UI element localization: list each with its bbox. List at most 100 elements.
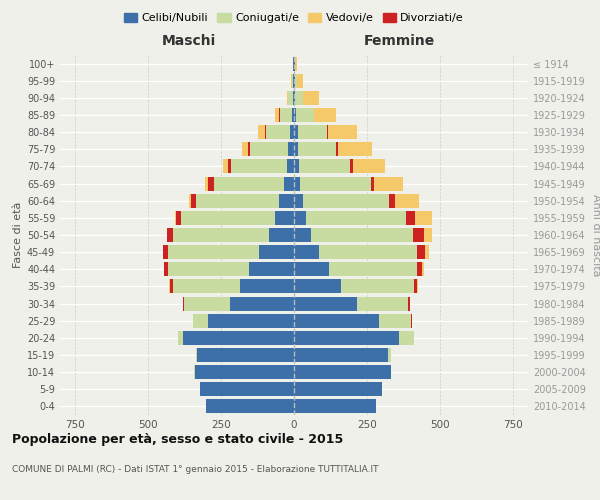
Bar	[294, 142, 298, 156]
Bar	[266, 125, 290, 139]
Bar	[173, 280, 240, 293]
Bar	[294, 262, 329, 276]
Bar	[214, 176, 284, 190]
Bar	[311, 228, 413, 242]
Bar	[178, 331, 183, 345]
Bar	[293, 91, 294, 105]
Text: Femmine: Femmine	[364, 34, 435, 48]
Bar	[208, 314, 294, 328]
Bar	[294, 228, 311, 242]
Bar	[181, 211, 275, 225]
Bar	[284, 176, 294, 190]
Bar	[329, 262, 417, 276]
Bar	[175, 211, 176, 225]
Text: Popolazione per età, sesso e stato civile - 2015: Popolazione per età, sesso e stato civil…	[12, 432, 343, 446]
Bar	[374, 176, 403, 190]
Bar	[296, 108, 314, 122]
Bar	[176, 211, 181, 225]
Bar	[327, 125, 328, 139]
Bar	[259, 245, 294, 259]
Bar	[297, 74, 303, 88]
Bar	[417, 262, 422, 276]
Bar	[280, 194, 294, 207]
Bar	[288, 91, 293, 105]
Bar	[287, 160, 294, 173]
Bar	[288, 142, 294, 156]
Bar	[248, 262, 294, 276]
Bar	[294, 125, 298, 139]
Bar	[294, 74, 295, 88]
Bar	[341, 280, 414, 293]
Bar	[406, 211, 415, 225]
Bar	[223, 160, 227, 173]
Bar	[242, 142, 248, 156]
Bar	[294, 245, 319, 259]
Bar	[240, 280, 294, 293]
Bar	[208, 176, 214, 190]
Bar	[280, 108, 292, 122]
Bar	[231, 160, 287, 173]
Bar	[414, 280, 417, 293]
Bar	[294, 108, 296, 122]
Bar	[303, 91, 319, 105]
Bar	[265, 125, 266, 139]
Bar	[294, 296, 357, 310]
Bar	[293, 74, 294, 88]
Bar	[183, 296, 184, 310]
Bar	[294, 160, 299, 173]
Bar	[275, 211, 294, 225]
Bar	[250, 142, 288, 156]
Bar	[294, 382, 382, 396]
Bar	[298, 142, 337, 156]
Bar	[194, 365, 294, 379]
Bar	[294, 348, 388, 362]
Bar	[299, 160, 350, 173]
Bar	[206, 400, 294, 413]
Bar	[287, 91, 288, 105]
Bar	[294, 176, 301, 190]
Bar	[408, 296, 410, 310]
Bar	[338, 142, 371, 156]
Bar	[168, 262, 248, 276]
Bar	[295, 74, 297, 88]
Bar	[294, 331, 400, 345]
Bar	[275, 108, 280, 122]
Bar	[389, 194, 395, 207]
Bar	[205, 176, 208, 190]
Y-axis label: Fasce di età: Fasce di età	[13, 202, 23, 268]
Bar	[197, 348, 294, 362]
Bar	[413, 228, 424, 242]
Bar	[314, 108, 337, 122]
Bar	[294, 314, 379, 328]
Bar	[168, 245, 259, 259]
Bar	[295, 91, 303, 105]
Bar	[183, 331, 294, 345]
Bar	[417, 280, 418, 293]
Bar	[294, 400, 376, 413]
Bar	[196, 348, 197, 362]
Bar	[319, 245, 417, 259]
Bar	[350, 160, 353, 173]
Y-axis label: Anni di nascita: Anni di nascita	[591, 194, 600, 276]
Bar	[400, 331, 414, 345]
Text: COMUNE DI PALMI (RC) - Dati ISTAT 1° gennaio 2015 - Elaborazione TUTTITALIA.IT: COMUNE DI PALMI (RC) - Dati ISTAT 1° gen…	[12, 466, 379, 474]
Bar	[189, 194, 191, 207]
Bar	[417, 245, 425, 259]
Bar	[379, 314, 411, 328]
Bar	[164, 262, 168, 276]
Bar	[193, 314, 208, 328]
Bar	[292, 108, 294, 122]
Bar	[294, 365, 391, 379]
Bar	[424, 228, 433, 242]
Bar	[196, 194, 280, 207]
Bar	[290, 125, 294, 139]
Bar	[425, 245, 430, 259]
Bar	[357, 296, 408, 310]
Bar	[269, 228, 294, 242]
Bar	[301, 176, 371, 190]
Bar	[173, 228, 269, 242]
Bar	[294, 211, 306, 225]
Bar	[295, 56, 296, 70]
Bar	[422, 262, 424, 276]
Bar	[388, 348, 391, 362]
